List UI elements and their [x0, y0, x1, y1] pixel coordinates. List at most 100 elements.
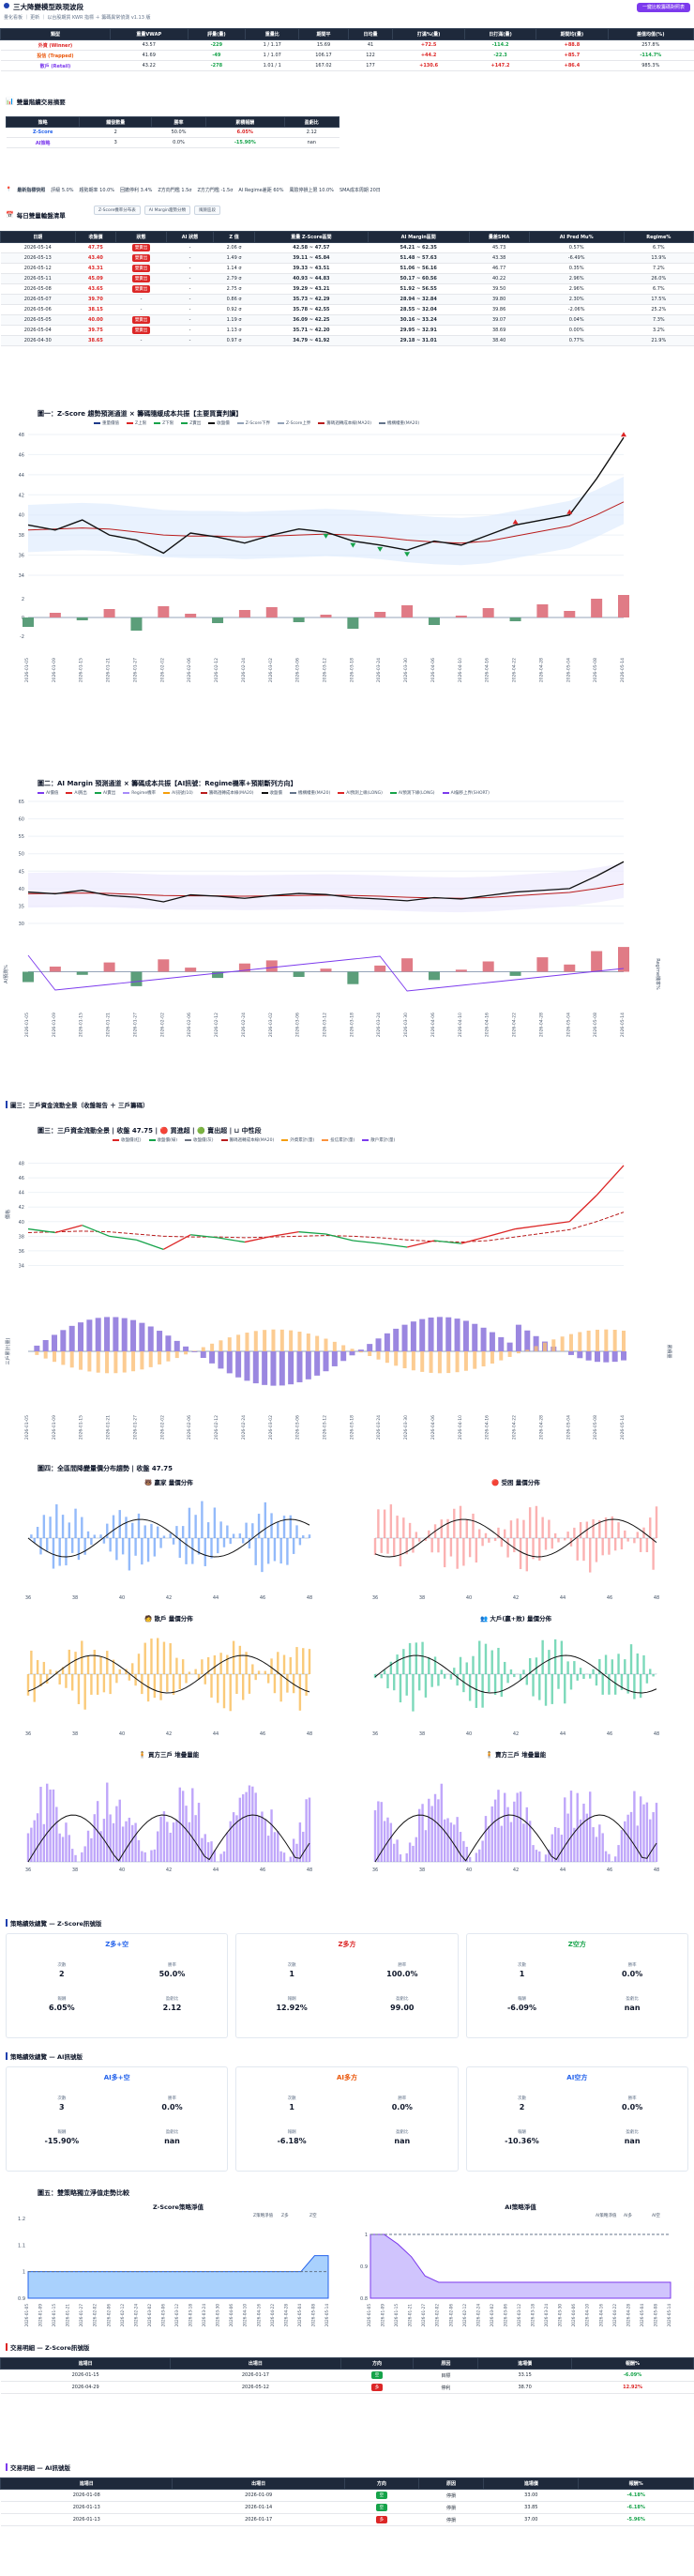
vol-bar: [617, 1522, 619, 1538]
vol-bar: [545, 1538, 547, 1550]
legend-label: Z空: [309, 2212, 317, 2218]
tick-label: 40: [19, 887, 24, 892]
vol-bar: [182, 1526, 184, 1538]
x-tick: 2026-01-15: [79, 1415, 84, 1440]
tab-0[interactable]: Z-Score機率分布表: [94, 206, 141, 215]
table-cell: 39.33 ~ 43.51: [254, 264, 368, 274]
x-tick: 2026-03-30: [403, 658, 409, 682]
vol-bar: [633, 1538, 635, 1543]
retail-bar: [306, 1351, 311, 1379]
trust-bar: [149, 1351, 153, 1367]
vol-bar: [210, 1538, 212, 1559]
trust-bar: [456, 1351, 460, 1372]
table-row: 2026-05-14 47.75 雙賣出 -2.06 σ 42.58 ~ 47.57 54…: [1, 243, 694, 253]
legend-item: 收盤價: [208, 420, 230, 426]
table-header: Z 值: [214, 232, 255, 243]
cell-text: 2026-05-12: [24, 266, 52, 271]
vol-bar: [608, 1538, 610, 1555]
legend-label: 籌碼週轉成本線(MA20): [326, 421, 371, 426]
cell-text: 38.69: [492, 328, 505, 333]
table-row: 2026-05-08 43.65 雙賣出 -2.75 σ 39.29 ~ 43.21 51…: [1, 284, 694, 295]
vol-bar: [545, 1674, 547, 1706]
table-header: 報酬%: [572, 2358, 694, 2370]
axis-label: 三戶累計(量): [5, 1338, 11, 1365]
table-row: 2026-05-13 43.40 雙賣出 -1.49 σ 39.11 ~ 45.84 51…: [1, 253, 694, 264]
x-tick: 2026-04-22: [612, 2304, 617, 2327]
vol-bar: [478, 1641, 480, 1674]
stat-key: 勝率: [577, 2096, 687, 2101]
tick-label: 34: [19, 1263, 24, 1269]
tick-label: 45: [19, 869, 24, 875]
legend-item: 機構權重(MA20): [290, 790, 330, 796]
ai-perf-cards: AI多+空 次數 3 勝率 0.0% 報酬 -15.90% 盈虧比 nan AI多方 次數 1 勝率 0.…: [6, 2066, 688, 2172]
table-cell: 39.50: [469, 284, 529, 295]
status-badge: 雙賣出: [132, 244, 151, 252]
vol-bar: [290, 1857, 292, 1862]
retail-bar: [244, 1351, 249, 1380]
table-header: 方向: [344, 2478, 418, 2490]
card-stat: 盈虧比 nan: [347, 2129, 458, 2145]
direction-badge: 多: [371, 2384, 384, 2391]
vol-bar: [49, 1790, 51, 1862]
table-header: 原因: [414, 2358, 478, 2370]
vol-bar: [640, 1538, 641, 1552]
cell-text: 40.22: [492, 276, 505, 282]
page-subtitle: 量化看板 ｜ 更新 ｜ 以台股期貨 KWR 指標 ＋ 籌碼異常偵測 v1.13 …: [4, 14, 151, 21]
vol-bar: [418, 1674, 420, 1690]
stat-value: 0.0%: [577, 2103, 687, 2111]
x-tick: 48: [654, 1595, 659, 1601]
vol-bar: [381, 1674, 383, 1678]
stat-key: 盈虧比: [117, 1996, 228, 2002]
vol-bar: [78, 1674, 80, 1704]
table-header: AI 狀態: [166, 232, 214, 243]
vol-bar: [106, 1783, 108, 1862]
card-stat: 勝率 0.0%: [347, 2096, 458, 2111]
cell-text: 停損: [446, 2493, 456, 2499]
table-cell: 2026-01-13: [1, 2502, 173, 2514]
vol-bar: [441, 1784, 443, 1862]
trust-bar: [341, 1345, 345, 1351]
table-header: 收盤價: [75, 232, 116, 243]
legend-label: Z-Score上界: [286, 421, 310, 426]
vol-bar: [109, 1538, 111, 1551]
page-title: 三大降變模型跌現波段: [13, 2, 83, 12]
cell-text: 2026-05-05: [24, 317, 52, 323]
tab-1[interactable]: AI Margin趨勢分類: [144, 206, 190, 215]
table-header: 日打滿(量): [464, 29, 536, 40]
direction-badge: 多: [376, 2516, 388, 2523]
compare-button[interactable]: 一鍵比較籌碼對照表: [637, 3, 690, 12]
x-tick: 2026-03-24: [376, 658, 382, 682]
vol-bar: [191, 1788, 193, 1862]
x-tick: 2026-01-15: [394, 2304, 399, 2327]
z-bar: [536, 604, 548, 617]
table-cell: 2.79 σ: [214, 274, 255, 284]
vol-bar: [293, 1838, 294, 1862]
stat-item: AI Regime差距 60%: [238, 188, 283, 193]
table-cell: 2026-04-30: [1, 336, 76, 346]
cell-text: 39.11 ~ 45.84: [293, 255, 329, 261]
cell-text: -: [189, 266, 191, 271]
vol-bar: [488, 1826, 490, 1862]
stat-value: 100.0%: [347, 1970, 458, 1978]
legend-label: AI價值: [46, 791, 58, 796]
stat-key: 勝率: [117, 2096, 228, 2101]
legend-label: 收盤價: [270, 791, 283, 796]
trust-bar: [35, 1351, 38, 1355]
vol-bar: [412, 1846, 414, 1862]
vol-bar: [538, 1852, 540, 1862]
trust-bar: [219, 1340, 222, 1351]
table-cell: 33.85: [484, 2502, 579, 2514]
table-cell: -: [166, 253, 214, 264]
x-tick: 2026-01-21: [106, 1415, 112, 1440]
vol-bar: [122, 1538, 124, 1554]
x-tick: 2026-02-24: [475, 2304, 480, 2327]
direction-badge: 空: [371, 2371, 384, 2379]
vol-bar: [55, 1504, 57, 1538]
vol-bar: [598, 1824, 600, 1862]
x-tick: 2026-04-16: [256, 2304, 261, 2327]
tab-2[interactable]: 風險區段: [194, 206, 220, 215]
cell-text: 46.77: [492, 266, 505, 271]
retail-bar: [148, 1326, 154, 1351]
x-tick: 2026-05-08: [593, 1013, 598, 1037]
x-tick: 2026-04-22: [512, 1013, 518, 1037]
